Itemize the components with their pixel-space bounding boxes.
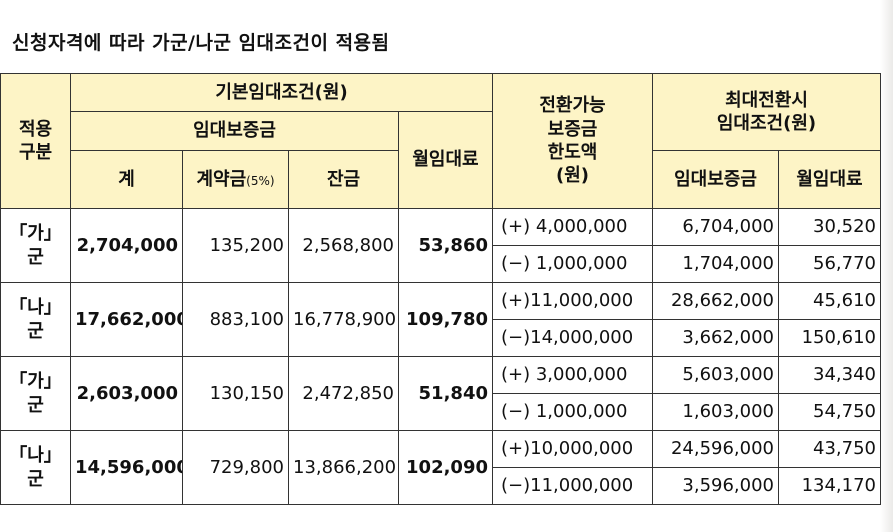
- table-cell: 1,704,000: [652, 245, 779, 283]
- table-cell: 2,472,850: [288, 356, 399, 431]
- table-cell: (+)11,000,000: [492, 282, 653, 320]
- table-cell: 34,340: [777, 356, 882, 394]
- table-cell: 1,603,000: [652, 393, 779, 431]
- header-cell: 월임대료: [398, 111, 493, 209]
- header-cell: 최대전환시 임대조건(원): [651, 73, 882, 151]
- rent-table: 적용 구분 기본임대조건(원) 전환가능 보증금 한도액 (원) 최대전환시 임…: [0, 73, 882, 505]
- table-cell: (+)10,000,000: [492, 430, 653, 468]
- table-cell: 5,603,000: [652, 356, 779, 394]
- table-cell: 2,603,000: [70, 356, 183, 431]
- table-cell: (−)14,000,000: [492, 319, 653, 357]
- header-cell: 계약금(5%): [182, 150, 289, 209]
- table-cell: 3,596,000: [652, 467, 779, 505]
- table-row: (−) 1,000,000 1,704,000 56,770: [1, 245, 882, 283]
- table-cell: 2,704,000: [70, 208, 183, 283]
- table-cell: 28,662,000: [652, 282, 779, 320]
- table-cell: 13,866,200: [288, 430, 399, 505]
- table-cell: 3,662,000: [652, 319, 779, 357]
- header-note: (5%): [246, 173, 275, 188]
- header-cell: 잔금: [288, 150, 399, 209]
- table-cell: (−) 1,000,000: [492, 393, 653, 431]
- table-row: (−) 1,000,000 1,603,000 54,750: [1, 393, 882, 431]
- table-cell: 2,568,800: [288, 208, 399, 283]
- table-cell: 134,170: [777, 467, 882, 505]
- table-cell: 135,200: [182, 208, 289, 283]
- header-cell: 임대보증금: [652, 150, 779, 209]
- table-cell: 「가」군: [0, 208, 71, 283]
- table-cell: 16,778,900: [288, 282, 399, 357]
- table-cell: 51,840: [398, 356, 493, 431]
- table-cell: 56,770: [777, 245, 882, 283]
- header-cell: 임대보증금: [70, 111, 399, 151]
- table-cell: (+) 4,000,000: [492, 208, 653, 246]
- table-cell: 729,800: [182, 430, 289, 505]
- table-cell: 109,780: [398, 282, 493, 357]
- table-cell: 14,596,000: [70, 430, 183, 505]
- table-cell: 「가」군: [0, 356, 71, 431]
- table-row: (−)11,000,000 3,596,000 134,170: [1, 467, 882, 505]
- table-cell: 「나」군: [0, 282, 71, 357]
- table-body: 「가」군 2,704,000 135,200 2,568,800 53,860 (+) 4…: [0, 208, 882, 505]
- table-row: 「나」군 14,596,000 729,800 13,866,200 102,090 (+…: [0, 430, 882, 505]
- header-cell: 전환가능 보증금 한도액 (원): [492, 73, 653, 209]
- table-cell: (+) 3,000,000: [492, 356, 653, 394]
- table-row: 「가」군 2,603,000 130,150 2,472,850 51,840 (+) 3…: [0, 356, 882, 431]
- table-cell: 43,750: [777, 430, 882, 468]
- table-cell: 6,704,000: [652, 208, 779, 246]
- header-cell: 계: [70, 150, 183, 209]
- table-row: 「나」군 17,662,000 883,100 16,778,900 109,780 (+…: [0, 282, 882, 357]
- table-cell: (−) 1,000,000: [492, 245, 653, 283]
- table-cell: 「나」군: [0, 430, 71, 505]
- table-cell: 53,860: [398, 208, 493, 283]
- table-row: 「가」군 2,704,000 135,200 2,568,800 53,860 (+) 4…: [0, 208, 882, 283]
- header-cell: 월임대료: [777, 150, 882, 209]
- title: 신청자격에 따라 가군/나군 임대조건이 적용됨: [12, 32, 390, 54]
- table-row: (−)14,000,000 3,662,000 150,610: [1, 319, 882, 357]
- header-cell: 적용 구분: [0, 73, 71, 209]
- table-cell: 102,090: [398, 430, 493, 505]
- header-cell: 기본임대조건(원): [70, 73, 493, 112]
- table-cell: 24,596,000: [652, 430, 779, 468]
- table-cell: 130,150: [182, 356, 289, 431]
- table-cell: 17,662,000: [70, 282, 183, 357]
- table-cell: 30,520: [777, 208, 882, 246]
- table-cell: 883,100: [182, 282, 289, 357]
- table-cell: 150,610: [777, 319, 882, 357]
- table-cell: 54,750: [777, 393, 882, 431]
- header-text: 계약금: [196, 168, 247, 190]
- table-cell: 45,610: [777, 282, 882, 320]
- table-cell: (−)11,000,000: [492, 467, 653, 505]
